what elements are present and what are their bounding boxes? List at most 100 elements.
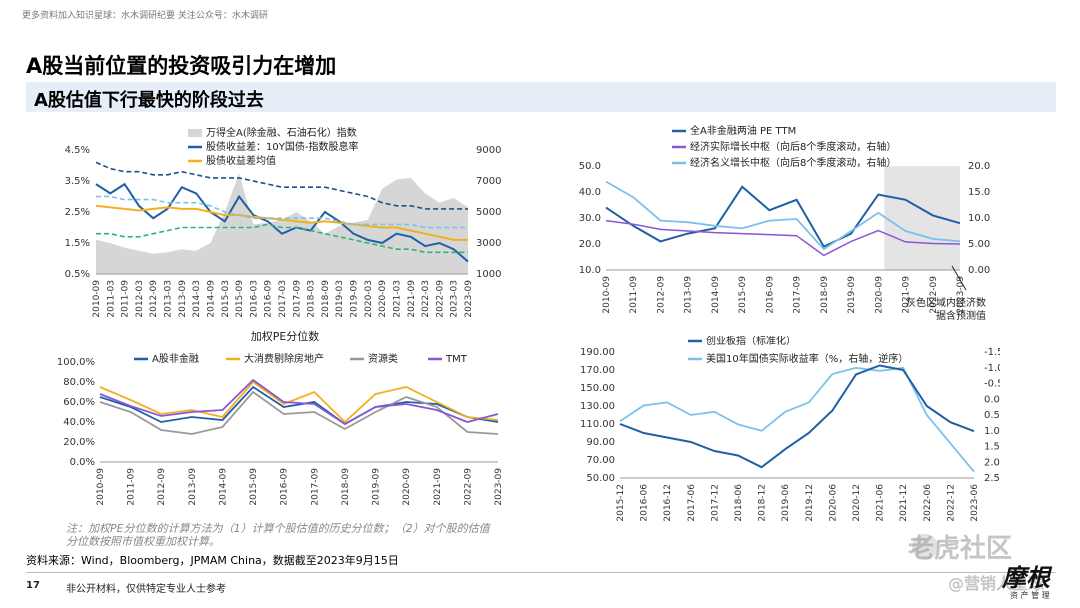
c1-x-tick: 2020-03 — [364, 280, 374, 318]
c4-y-right-tick: 2.00 — [984, 457, 1000, 468]
c1-y-right-tick: 9000 — [476, 145, 501, 156]
c2-x-tick: 2022-09 — [929, 276, 939, 314]
c2-nominal-growth-line — [605, 180, 961, 251]
c3-x-tick: 2021-09 — [433, 468, 443, 506]
c4-y-left-tick: 190.00 — [580, 347, 615, 358]
c3-series-line — [99, 385, 499, 426]
c3-x-tick: 2018-09 — [341, 468, 351, 506]
c3-x-tick: 2017-09 — [310, 468, 320, 506]
c1-x-tick: 2021-09 — [407, 280, 417, 318]
footnote: 注：加权PE分位数的计算方法为（1）计算个股估值的历史分位数；（2）对个股的估值… — [66, 522, 490, 548]
c4-x-tick: 2018-06 — [734, 484, 744, 522]
c3-x-tick: 2022-09 — [463, 468, 473, 506]
c1-series-line — [95, 204, 468, 241]
c3-y-tick: 20.0% — [63, 437, 95, 448]
c4-y-right-tick: 1.00 — [984, 426, 1000, 437]
chart-chinext-vs-us-real-yield: 190.00 170.00 150.00 130.00 110.00 90.00 70.00… — [580, 336, 1000, 522]
c3-x-tick: 2010-09 — [96, 468, 106, 506]
c2-forecast-region — [884, 166, 960, 270]
c2-y-left-tick: 30.0 — [579, 213, 601, 224]
c1-x-tick: 2012-03 — [135, 280, 145, 318]
c2-y-right-tick: 15.00 — [968, 187, 990, 198]
c3-y-tick: 40.0% — [63, 417, 95, 428]
c2-annotation-arrow — [951, 265, 967, 291]
c2-x-tick: 2018-09 — [820, 276, 830, 314]
c4-x-tick: 2018-12 — [758, 484, 768, 522]
c2-x-tick: 2012-09 — [656, 276, 666, 314]
c1-x-tick: 2015-03 — [221, 280, 231, 318]
c3-x-tick: 2019-09 — [372, 468, 382, 506]
c1-x-tick: 2017-03 — [278, 280, 288, 318]
c4-chinext-line — [619, 364, 975, 469]
c4-x-tick: 2022-06 — [923, 484, 933, 522]
c2-x-tick: 2014-09 — [711, 276, 721, 314]
c2-x-tick: 2013-09 — [684, 276, 694, 314]
c3-y-tick: 0.0% — [70, 457, 95, 468]
c2-x-tick: 2015-09 — [738, 276, 748, 314]
chart-equity-bond-spread: 4.5% 3.5% 2.5% 1.5% 0.5% 9000 7000 5000 3000 1000… — [65, 126, 502, 318]
c2-x-tick: 2017-09 — [793, 276, 803, 314]
c4-y-left-tick: 110.00 — [580, 419, 615, 430]
c4-x-tick: 2016-06 — [640, 484, 650, 522]
c1-x-tick: 2013-03 — [164, 280, 174, 318]
c2-y-right-tick: 0.00 — [968, 265, 990, 276]
c2-x-tick: 2011-09 — [629, 276, 639, 314]
c4-x-tick: 2021-12 — [899, 484, 909, 522]
brand-logo: 摩根 — [1002, 563, 1050, 592]
c1-x-tick: 2014-03 — [192, 280, 202, 318]
c1-x-tick: 2017-09 — [292, 280, 302, 318]
c2-legend-nominal-label: 经济名义增长中枢（向后8个季度滚动，右轴） — [690, 156, 896, 169]
c1-y-right-tick: 1000 — [476, 269, 501, 280]
c4-x-tick: 2017-06 — [687, 484, 697, 522]
chart-weighted-pe-percentile: 加权PE分位数100.0%80.0%60.0%40.0%20.0%0.0%201… — [57, 329, 504, 506]
c3-x-tick: 2012-09 — [157, 468, 167, 506]
c4-y-left-tick: 90.00 — [586, 437, 615, 448]
c2-y-right-tick: 5.00 — [968, 239, 990, 250]
c1-x-tick: 2020-09 — [378, 280, 388, 318]
c1-x-tick: 2013-09 — [178, 280, 188, 318]
c3-series-line — [99, 378, 499, 426]
c2-real-growth-line — [605, 219, 961, 257]
c2-y-left-tick: 10.0 — [579, 265, 601, 276]
c1-legend-spread-label: 股债收益差：10Y国债-指数股息率 — [206, 140, 358, 153]
c2-y-right-tick: 10.00 — [968, 213, 990, 224]
c2-x-tick: 2019-09 — [847, 276, 857, 314]
c2-pe-line — [605, 185, 961, 248]
c4-y-right-tick: -0.50 — [984, 379, 1000, 390]
watermark-handle: @营销人星球 — [948, 574, 1045, 593]
page-subtitle: A股估值下行最快的阶段过去 — [34, 90, 264, 111]
c4-y-left-tick: 50.00 — [586, 473, 615, 484]
c1-x-tick: 2010-09 — [92, 280, 102, 318]
c1-x-tick: 2022-03 — [421, 280, 431, 318]
c1-legend-index-swatch — [188, 129, 202, 137]
brand-logo-sub: 资 产 管 理 — [1010, 591, 1050, 600]
community-logo-icon — [912, 534, 938, 560]
c4-x-tick: 2021-06 — [876, 484, 886, 522]
c1-x-tick: 2011-03 — [106, 280, 116, 318]
c2-annotation-line2: 据含预测值 — [936, 309, 986, 322]
c4-y-right-tick: 0.50 — [984, 410, 1000, 421]
c4-y-left-tick: 70.00 — [586, 455, 615, 466]
c3-title: 加权PE分位数 — [251, 329, 320, 343]
c2-x-tick: 2020-09 — [874, 276, 884, 314]
watermark-community: 老虎社区 — [908, 534, 1013, 564]
chart-pe-growth: 50.0 40.0 30.0 20.0 10.0 20.00 15.00 10.00 5.00 0… — [579, 124, 990, 322]
c4-y-right-tick: 2.50 — [984, 473, 1000, 484]
c3-x-tick: 2015-09 — [249, 468, 259, 506]
c1-y-right-tick: 5000 — [476, 207, 501, 218]
c4-x-tick: 2019-06 — [781, 484, 791, 522]
c2-y-left-tick: 20.0 — [579, 239, 601, 250]
c4-y-right-tick: -1.00 — [984, 363, 1000, 374]
c2-legend-real-label: 经济实际增长中枢（向后8个季度滚动，右轴） — [690, 140, 896, 153]
page-number: 17 — [26, 580, 40, 591]
subtitle-band — [26, 82, 1056, 112]
c1-x-tick: 2021-03 — [392, 280, 402, 318]
c4-y-right-tick: 0.00 — [984, 394, 1000, 405]
footer-divider — [26, 572, 1056, 573]
c1-x-tick: 2022-09 — [435, 280, 445, 318]
c3-y-tick: 60.0% — [63, 397, 95, 408]
c1-x-tick: 2015-09 — [235, 280, 245, 318]
c2-y-left-tick: 50.0 — [579, 161, 601, 172]
c1-x-tick: 2012-09 — [149, 280, 159, 318]
c4-x-tick: 2015-12 — [616, 484, 626, 522]
